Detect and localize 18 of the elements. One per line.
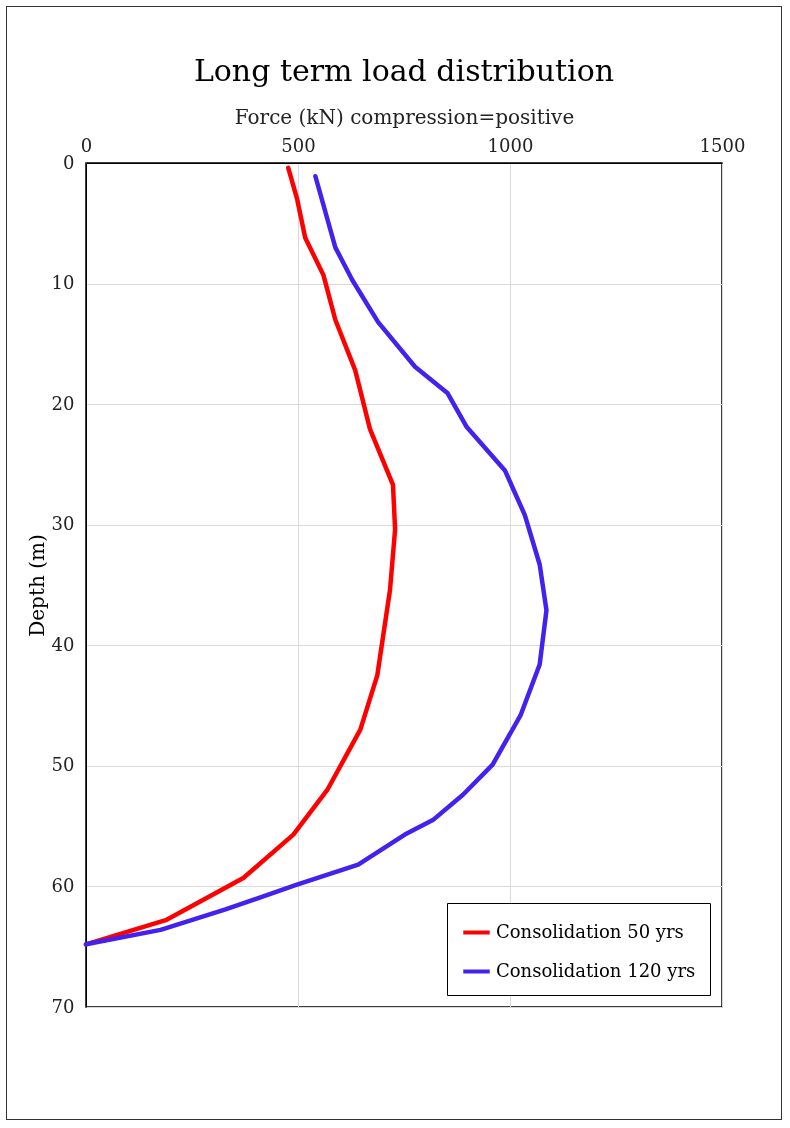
y-tick-label: 60 bbox=[51, 874, 75, 896]
y-tick-label: 70 bbox=[51, 995, 75, 1017]
legend-label: Consolidation 50 yrs bbox=[496, 920, 684, 942]
y-tick-label: 20 bbox=[51, 392, 75, 414]
chart-title: Long term load distribution bbox=[193, 53, 615, 88]
x-axis-title: Force (kN) compression=positive bbox=[234, 104, 575, 129]
x-tick-label: 0 bbox=[80, 134, 93, 156]
x-tick-label: 1500 bbox=[699, 134, 746, 156]
y-tick-label: 10 bbox=[51, 272, 75, 294]
y-tick-label: 40 bbox=[51, 633, 75, 655]
y-axis-title: Depth (m) bbox=[24, 534, 49, 637]
legend-label: Consolidation 120 yrs bbox=[496, 959, 696, 981]
y-tick-label: 0 bbox=[63, 151, 75, 173]
x-tick-label: 500 bbox=[281, 134, 316, 156]
y-tick-label: 30 bbox=[51, 513, 75, 535]
line-series bbox=[83, 165, 398, 947]
y-tick-label: 50 bbox=[51, 754, 75, 776]
x-tick-label: 1000 bbox=[487, 134, 534, 156]
